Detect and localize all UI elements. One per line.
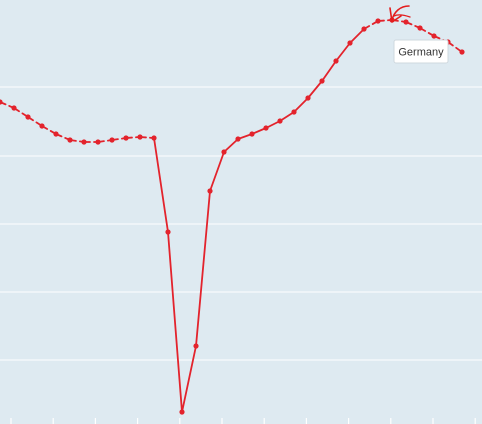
line-segment: [363, 20, 379, 30]
data-point[interactable]: [347, 40, 353, 46]
line-segment: [349, 28, 365, 44]
data-point[interactable]: [375, 18, 381, 24]
line-segment: [167, 231, 183, 413]
data-point[interactable]: [305, 95, 311, 101]
line-segment: [447, 41, 463, 53]
line-segment: [335, 42, 351, 62]
line-segment: [195, 190, 211, 347]
data-point[interactable]: [361, 26, 367, 32]
line-segment: [27, 116, 43, 127]
data-point[interactable]: [39, 123, 45, 129]
annotation-arrow-icon: [389, 5, 411, 23]
line-segment: [321, 60, 337, 82]
line-segment: [419, 27, 435, 37]
x-axis-ticks: [10, 418, 476, 424]
data-point[interactable]: [179, 409, 185, 415]
data-point[interactable]: [53, 131, 59, 137]
data-point[interactable]: [0, 99, 3, 105]
data-point[interactable]: [95, 139, 101, 145]
data-point[interactable]: [459, 49, 465, 55]
data-point[interactable]: [81, 139, 87, 145]
line-segment: [209, 151, 225, 192]
line-segment: [279, 111, 295, 122]
data-point[interactable]: [137, 134, 143, 140]
line-segment: [293, 97, 309, 113]
series-tooltip: Germany: [393, 39, 449, 64]
data-point[interactable]: [417, 25, 423, 31]
line-segment: [307, 80, 323, 99]
data-point[interactable]: [431, 33, 437, 39]
data-point[interactable]: [403, 19, 409, 25]
tooltip-label: Germany: [398, 47, 444, 59]
data-point[interactable]: [207, 188, 213, 194]
data-point[interactable]: [25, 114, 31, 120]
data-point[interactable]: [263, 125, 269, 131]
data-point[interactable]: [333, 58, 339, 64]
data-point[interactable]: [249, 131, 255, 137]
gridlines: [0, 86, 482, 361]
data-point[interactable]: [319, 78, 325, 84]
data-point[interactable]: [109, 137, 115, 143]
data-point[interactable]: [291, 109, 297, 115]
line-segment: [13, 107, 29, 118]
data-point[interactable]: [235, 136, 241, 142]
data-point[interactable]: [11, 105, 17, 111]
data-point[interactable]: [221, 149, 227, 155]
data-point[interactable]: [193, 343, 199, 349]
series-points-germany: [0, 17, 465, 415]
data-point[interactable]: [277, 118, 283, 124]
data-point[interactable]: [165, 229, 171, 235]
line-segment: [223, 138, 239, 153]
data-point[interactable]: [151, 135, 157, 141]
data-point[interactable]: [67, 137, 73, 143]
tooltip-box: [393, 39, 449, 64]
data-point[interactable]: [123, 135, 129, 141]
line-segment: [153, 137, 169, 233]
line-segment: [41, 125, 57, 135]
line-segment: [265, 120, 281, 129]
line-segment: [181, 345, 197, 413]
